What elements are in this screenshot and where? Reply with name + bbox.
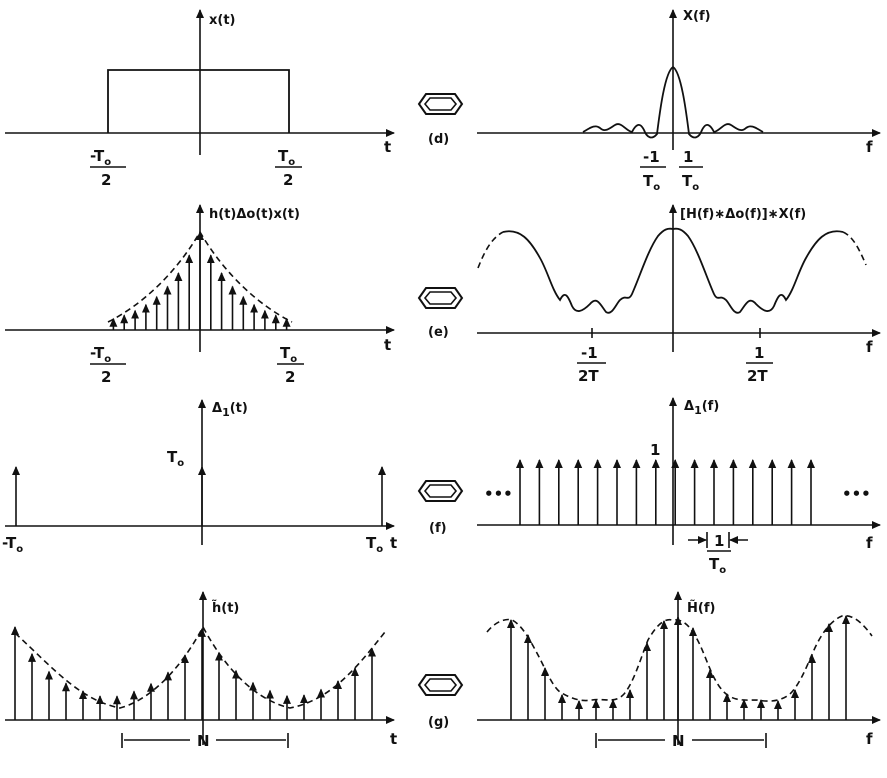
ylabel-f-freq: Δ1(f)	[684, 399, 719, 417]
ellipsis-left: •••	[484, 485, 513, 503]
xlabel-e-freq: f	[866, 338, 873, 356]
row-e: h(t)Δo(t)x(t) t -To 2 To 2 (e) [H(f)∗Δo(…	[5, 204, 881, 386]
row-f: Δ1(t) To -To To t (f) Δ1(f) 1 ••• ••• f …	[2, 397, 881, 576]
tick-d-pos-den: 2	[283, 171, 293, 189]
ylabel-g-freq: H̃(f)	[687, 601, 715, 616]
xlabel-g-time: t	[390, 730, 397, 748]
row-g: h̃(t) N t (g) H̃(f) N f	[5, 591, 881, 750]
convolution-hexagon-icon	[417, 93, 464, 115]
xlabel-d-freq: f	[866, 138, 873, 156]
convolution-hexagon-icon	[417, 480, 464, 502]
ylabel-e-freq: [H(f)∗Δo(f)]∗X(f)	[680, 207, 806, 222]
ylabel-e-time: h(t)Δo(t)x(t)	[209, 207, 300, 222]
periodic-impulses-time	[11, 626, 376, 720]
ellipsis-right: •••	[842, 485, 871, 503]
convolution-hexagon-icon	[417, 674, 464, 696]
tick-d-f-neg-den: To	[643, 172, 660, 193]
tick-e-f-neg-num: -1	[581, 344, 598, 362]
impulse-train-e	[109, 231, 291, 330]
periodic-spectrum-curve	[502, 227, 844, 314]
ylabel-f-time: Δ1(t)	[212, 401, 248, 419]
periodic-dash-left	[477, 231, 504, 269]
tick-d-f-pos-den: To	[682, 172, 699, 193]
ylabel-d-freq: X(f)	[683, 9, 711, 24]
periodic-envelope-time	[14, 625, 386, 709]
row-label-d: (d)	[428, 132, 449, 147]
tick-d-neg-den: 2	[101, 171, 111, 189]
periodic-dash-right	[842, 231, 867, 266]
row-label-g: (g)	[428, 715, 449, 730]
row-d: x(t) t -To 2 To 2 (d) X(f) f -1 To 1 To	[5, 9, 881, 193]
tick-e-f-pos-den: 2T	[747, 367, 768, 385]
ylabel-g-time: h̃(t)	[212, 601, 240, 616]
height-label-f-freq: 1	[650, 441, 660, 459]
tick-e-f-neg-den: 2T	[578, 367, 599, 385]
spacing-den: To	[709, 555, 726, 576]
periodic-impulses-freq	[507, 615, 850, 720]
tick-f-neg: -To	[2, 534, 23, 555]
xlabel-d-time: t	[384, 138, 391, 156]
tick-f-pos: To	[366, 534, 383, 555]
ylabel-d-time: x(t)	[209, 13, 235, 28]
tick-d-neg-num: -To	[90, 147, 111, 168]
tick-e-neg-num: -To	[90, 344, 111, 365]
height-label-f-time: To	[167, 448, 184, 469]
xlabel-f-freq: f	[866, 534, 873, 552]
row-label-f: (f)	[429, 521, 447, 536]
rect-pulse	[107, 69, 290, 133]
convolution-hexagon-icon	[417, 287, 464, 309]
spacing-num: 1	[714, 532, 724, 550]
tick-e-neg-den: 2	[101, 368, 111, 386]
tick-e-pos-num: To	[280, 344, 297, 365]
tick-e-pos-den: 2	[285, 368, 295, 386]
xlabel-g-freq: f	[866, 730, 873, 748]
xlabel-e-time: t	[384, 336, 391, 354]
period-label-time: N	[197, 732, 210, 750]
row-label-e: (e)	[428, 325, 449, 340]
comb-impulses	[516, 459, 815, 525]
exp-envelope-e	[107, 230, 293, 323]
xlabel-f-time: t	[390, 534, 397, 552]
periodic-envelope-freq	[486, 614, 873, 702]
tick-d-f-neg-num: -1	[643, 148, 660, 166]
tick-d-pos-num: To	[278, 147, 295, 168]
tick-e-f-pos-num: 1	[754, 344, 764, 362]
sinc-curve	[582, 65, 764, 139]
period-label-freq: N	[672, 732, 685, 750]
tick-d-f-pos-num: 1	[683, 148, 693, 166]
